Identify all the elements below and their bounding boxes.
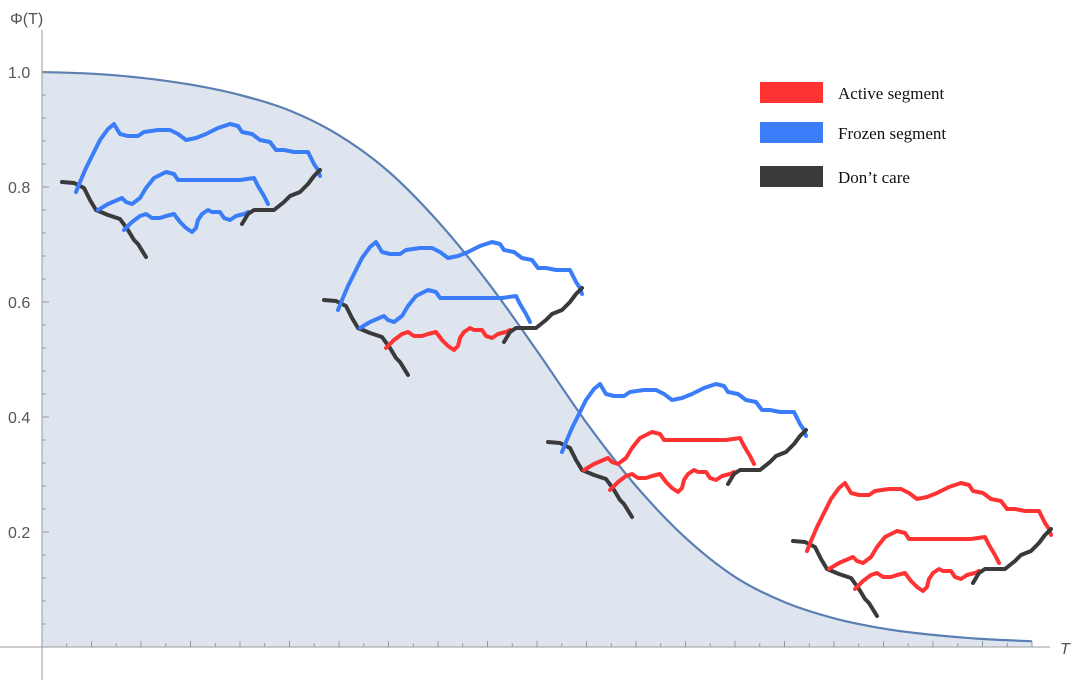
inset-1 — [60, 122, 322, 259]
inset-path — [560, 382, 808, 454]
area-under-curve — [42, 72, 1032, 647]
inset-path — [322, 298, 410, 377]
legend-swatch — [760, 122, 823, 143]
inset-path — [805, 481, 1053, 553]
inset-path — [384, 326, 512, 352]
inset-path — [853, 567, 981, 593]
y-ticks: 0.2 0.4 0.6 0.8 1.0 — [8, 65, 49, 625]
inset-diagrams — [60, 122, 1053, 618]
y-axis-label: Φ(T) — [10, 11, 43, 28]
x-axis-label: T — [1060, 641, 1071, 658]
inset-path — [791, 539, 879, 618]
y-tick-label: 1.0 — [8, 65, 30, 82]
y-tick-label: 0.6 — [8, 295, 30, 312]
inset-path — [60, 180, 148, 259]
y-tick-label: 0.8 — [8, 180, 30, 197]
inset-path — [608, 468, 736, 494]
inset-path — [240, 168, 322, 226]
inset-path — [726, 428, 808, 486]
inset-3 — [546, 382, 808, 519]
axes — [0, 30, 1050, 680]
legend-swatch — [760, 166, 823, 187]
inset-path — [971, 527, 1053, 585]
y-tick-label: 0.2 — [8, 525, 30, 542]
inset-2 — [322, 240, 584, 377]
inset-4 — [791, 481, 1053, 618]
legend-label: Active segment — [838, 84, 944, 103]
inset-path — [74, 122, 322, 194]
inset-path — [827, 529, 1001, 571]
inset-path — [502, 286, 584, 344]
y-tick-label: 0.4 — [8, 410, 30, 427]
inset-path — [336, 240, 584, 312]
inset-path — [582, 430, 756, 472]
legend-label: Don’t care — [838, 168, 910, 187]
inset-path — [96, 170, 270, 212]
legend-label: Frozen segment — [838, 124, 946, 143]
phi-curve — [41, 70, 1033, 643]
inset-path — [358, 288, 532, 330]
legend-swatch — [760, 82, 823, 103]
inset-path — [546, 440, 634, 519]
inset-path — [122, 208, 250, 234]
legend: Active segment Frozen segment Don’t care — [760, 82, 946, 187]
